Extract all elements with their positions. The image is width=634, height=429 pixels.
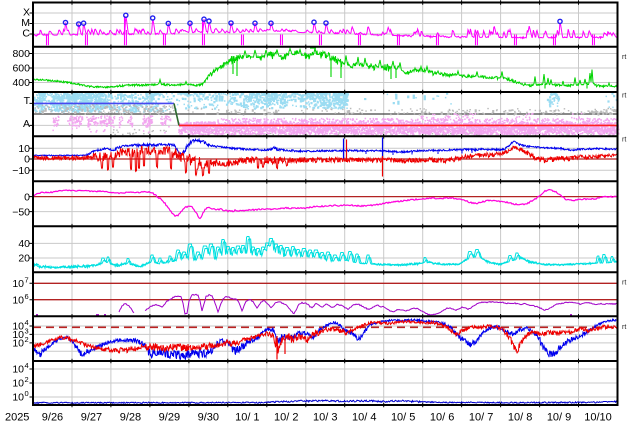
svg-text:10: 10 [12,378,24,390]
svg-text:20: 20 [18,253,30,265]
svg-text:10: 10 [12,294,24,306]
svg-text:4: 4 [25,318,29,327]
svg-text:9/30: 9/30 [198,412,219,424]
svg-text:10: 10 [12,338,24,350]
svg-text:10/10: 10/10 [584,412,612,424]
svg-text:600: 600 [12,63,30,75]
svg-text:0: 0 [25,389,29,398]
svg-text:3: 3 [25,327,29,336]
svg-text:10: 10 [12,278,24,290]
svg-text:9/29: 9/29 [159,412,180,424]
svg-text:0: 0 [24,154,30,166]
svg-text:10: 10 [12,392,24,404]
svg-text:M: M [21,17,30,29]
svg-text:X: X [23,7,30,19]
svg-text:rt: rt [622,54,626,61]
svg-text:10/ 8: 10/ 8 [508,412,532,424]
svg-text:10: 10 [12,321,24,333]
svg-text:10: 10 [18,143,30,155]
svg-text:−50: −50 [12,206,30,218]
svg-text:4: 4 [25,361,29,370]
svg-text:10: 10 [12,364,24,376]
svg-text:10/ 5: 10/ 5 [391,412,415,424]
svg-text:10/ 6: 10/ 6 [430,412,454,424]
svg-text:C: C [22,28,30,40]
svg-text:7: 7 [25,276,29,285]
svg-text:9/28: 9/28 [120,412,141,424]
svg-text:9/27: 9/27 [81,412,102,424]
svg-text:A: A [23,118,30,130]
svg-text:2: 2 [25,375,29,384]
svg-text:2: 2 [25,335,29,344]
svg-text:40: 40 [18,238,30,250]
svg-text:T: T [24,95,31,107]
svg-text:10: 10 [12,329,24,341]
svg-text:10/ 4: 10/ 4 [352,412,376,424]
svg-text:6: 6 [25,292,29,301]
svg-text:800: 800 [12,48,30,60]
svg-text:rt: rt [622,137,626,144]
svg-text:2025: 2025 [5,412,29,424]
svg-text:rt: rt [622,324,626,331]
svg-text:10/ 3: 10/ 3 [313,412,337,424]
svg-text:10/ 9: 10/ 9 [547,412,571,424]
svg-text:0: 0 [24,191,30,203]
svg-text:9/26: 9/26 [42,412,63,424]
svg-text:10/ 7: 10/ 7 [469,412,493,424]
svg-text:10/ 1: 10/ 1 [235,412,259,424]
svg-text:rt: rt [622,93,626,100]
svg-text:10/ 2: 10/ 2 [274,412,298,424]
svg-text:−10: −10 [12,165,30,177]
svg-text:400: 400 [12,77,30,89]
svg-text:rt: rt [622,280,626,287]
